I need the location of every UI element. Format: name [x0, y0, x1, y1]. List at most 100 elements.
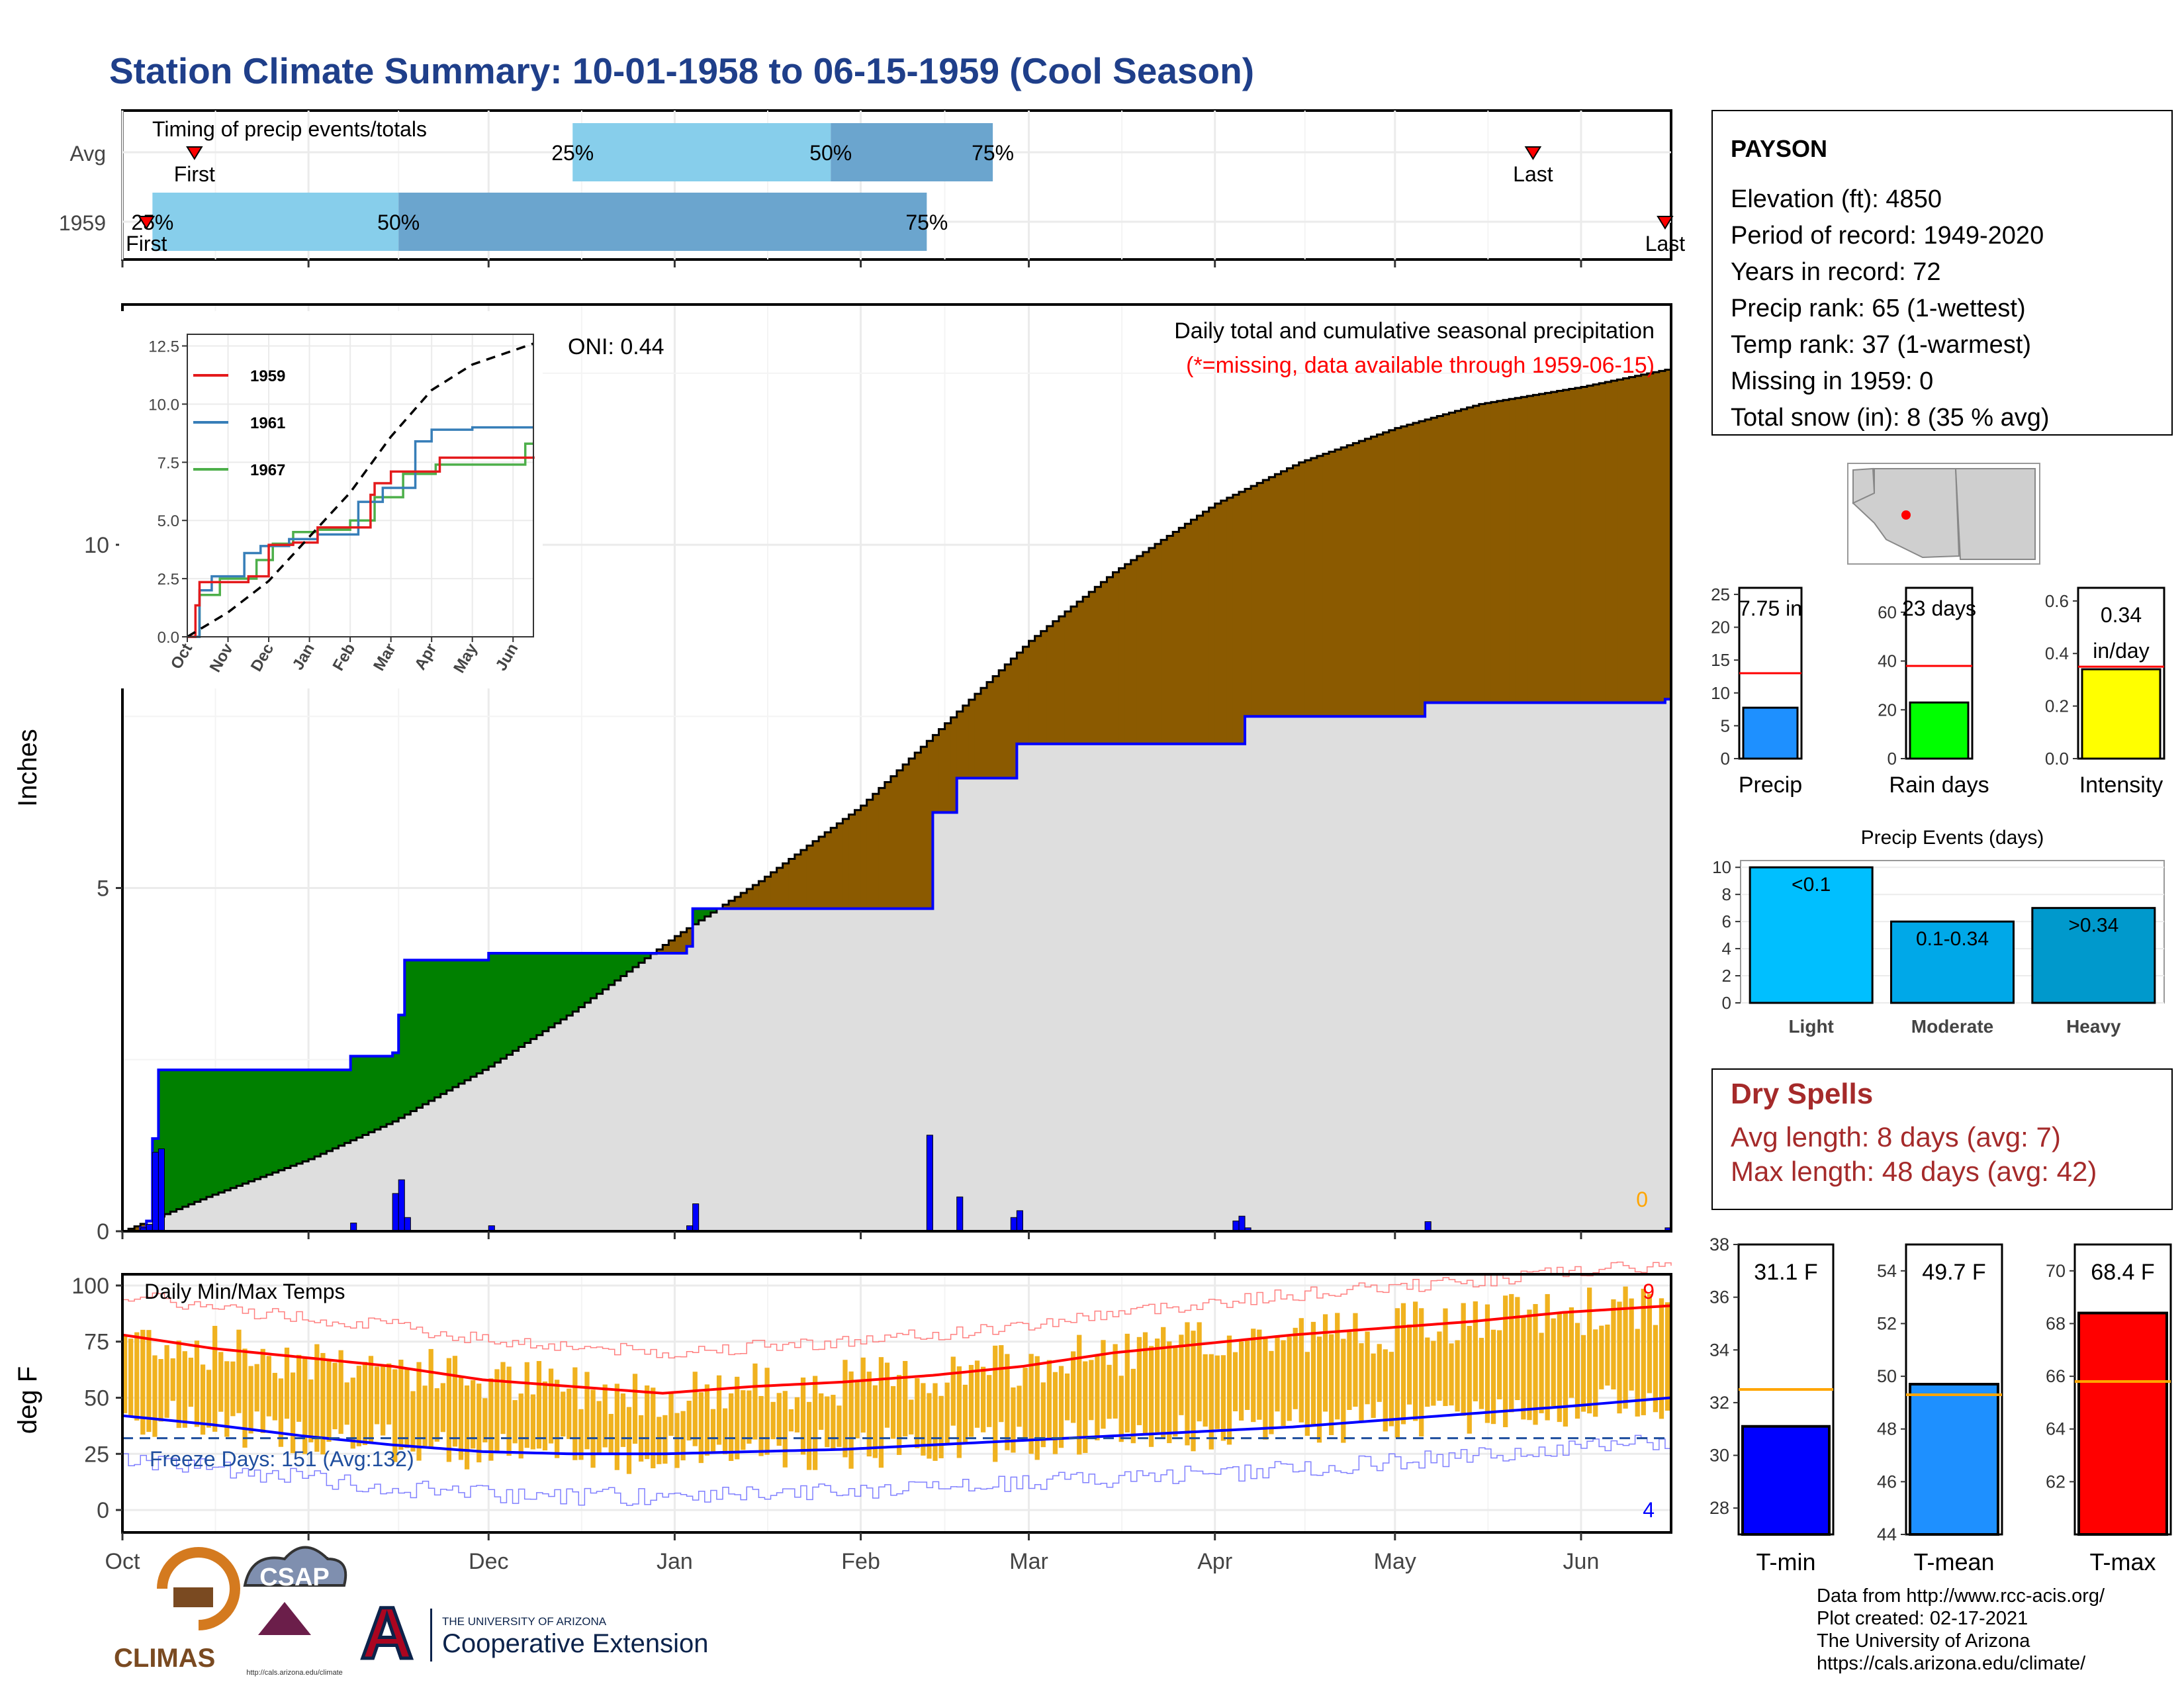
daily-precip-bar	[392, 1193, 399, 1232]
above-average-fill	[542, 953, 549, 1031]
daily-temp-bar	[152, 1355, 158, 1437]
timing-marker-label: Last	[1645, 232, 1686, 256]
above-average-fill	[645, 953, 651, 959]
below-average-fill	[1599, 383, 1606, 703]
daily-temp-bar	[974, 1360, 980, 1428]
above-average-fill	[230, 1070, 237, 1188]
above-average-fill	[524, 953, 531, 1043]
below-average-fill	[1281, 471, 1288, 717]
daily-temp-bar	[555, 1380, 560, 1458]
locator-map	[1847, 463, 2040, 565]
below-average-fill	[1052, 621, 1060, 744]
daily-temp-bar	[530, 1394, 535, 1450]
daily-temp-bar	[1419, 1308, 1424, 1436]
daily-temp-bar	[260, 1348, 265, 1433]
daily-temp-bar	[848, 1371, 854, 1469]
below-average-fill	[722, 904, 729, 909]
summary-bar	[2081, 668, 2161, 760]
above-average-fill	[344, 1070, 351, 1143]
timing-pct-label: 75%	[972, 141, 1014, 165]
csap-logo: CSAP http://cals.arizona.edu/climate	[243, 1546, 347, 1677]
daily-temp-bar	[1263, 1336, 1268, 1440]
above-average-fill	[410, 960, 418, 1111]
below-average-fill	[1077, 601, 1083, 744]
above-average-fill	[254, 1070, 261, 1180]
temp-ytick-label: 25	[84, 1442, 109, 1467]
daily-temp-bar	[1118, 1376, 1124, 1442]
daily-temp-bar	[381, 1365, 386, 1436]
daily-temp-bar	[1353, 1313, 1358, 1407]
daily-temp-bar	[1443, 1308, 1448, 1407]
daily-temp-bar	[176, 1340, 181, 1429]
daily-temp-bar	[1479, 1338, 1484, 1409]
daily-temp-bar	[302, 1357, 308, 1454]
temp-summary-ytick-label: 48	[1877, 1419, 1897, 1439]
summary-ytick-label: 15	[1711, 650, 1730, 670]
daily-temp-bar	[1208, 1354, 1214, 1450]
below-average-fill	[1580, 387, 1588, 703]
daily-temp-bar	[1413, 1301, 1418, 1421]
below-average-fill	[956, 711, 964, 778]
above-average-fill	[584, 953, 592, 1003]
daily-temp-bar	[1473, 1301, 1478, 1401]
temp-ytick-label: 50	[84, 1386, 109, 1411]
daily-temp-bar	[1046, 1360, 1052, 1439]
timing-bar-50-75	[831, 123, 993, 181]
below-average-fill	[1322, 453, 1330, 717]
daily-temp-bar	[1406, 1324, 1412, 1405]
daily-temp-bar	[842, 1360, 848, 1458]
station-line: Period of record: 1949-2020	[1731, 222, 2044, 250]
temp-summary-ytick-label: 70	[2046, 1261, 2066, 1281]
below-average-fill	[1251, 486, 1257, 717]
above-average-fill	[578, 953, 585, 1008]
below-average-fill	[1293, 465, 1300, 717]
temp-summary-ytick-label: 32	[1709, 1393, 1729, 1413]
daily-temp-bar	[831, 1395, 836, 1451]
daily-temp-bar	[428, 1348, 433, 1447]
above-average-fill	[368, 1056, 375, 1133]
daily-temp-bar	[884, 1362, 890, 1428]
above-average-fill	[567, 953, 573, 1016]
events-ytick-label: 0	[1722, 993, 1731, 1013]
below-average-fill	[788, 859, 796, 909]
summary-ytick-label: 20	[1711, 618, 1730, 637]
below-average-fill	[933, 735, 940, 813]
daily-temp-bar	[1341, 1338, 1346, 1443]
daily-temp-bar	[422, 1385, 428, 1446]
above-average-fill	[506, 953, 514, 1055]
below-average-fill	[1593, 384, 1600, 703]
observed-cumulative-area	[122, 699, 1671, 1231]
temp-panel: 0 25 50 75 100 deg F Daily Min/Max Temps Fre…	[13, 1261, 1672, 1574]
below-average-fill	[1287, 468, 1294, 717]
oni-value: ONI: 0.44	[568, 334, 664, 359]
above-average-fill	[338, 1070, 345, 1146]
events-value-label: <0.1	[1792, 874, 1831, 896]
timing-panel: Timing of precip events/totals 25% 50% 75%…	[59, 109, 1686, 267]
daily-temp-bar	[1304, 1352, 1310, 1436]
daily-temp-bar	[1635, 1329, 1640, 1417]
daily-precip-bar	[926, 1135, 933, 1232]
below-average-fill	[1611, 381, 1617, 703]
credit-line: The University of Arizona	[1817, 1630, 2030, 1652]
above-average-fill	[494, 953, 501, 1063]
below-average-fill	[134, 1226, 141, 1231]
daily-temp-bar	[464, 1385, 470, 1470]
above-average-fill	[488, 953, 495, 1067]
below-average-fill	[140, 1223, 147, 1228]
daily-temp-bar	[1293, 1327, 1298, 1409]
below-average-fill	[848, 814, 856, 909]
inset-ytick-label: 12.5	[148, 338, 179, 356]
daily-temp-bar	[752, 1363, 758, 1440]
below-average-fill	[1161, 539, 1167, 744]
above-average-fill	[296, 1070, 303, 1164]
below-average-fill	[758, 881, 766, 909]
daily-temp-bar	[392, 1369, 398, 1462]
below-average-fill	[1490, 402, 1498, 703]
daily-temp-bar	[1533, 1303, 1538, 1425]
temp-summary-category-label: T-mean	[1913, 1548, 1994, 1575]
below-average-fill	[1203, 511, 1210, 744]
below-average-fill	[884, 782, 891, 909]
daily-temp-bar	[704, 1384, 710, 1456]
below-average-fill	[1341, 447, 1347, 717]
